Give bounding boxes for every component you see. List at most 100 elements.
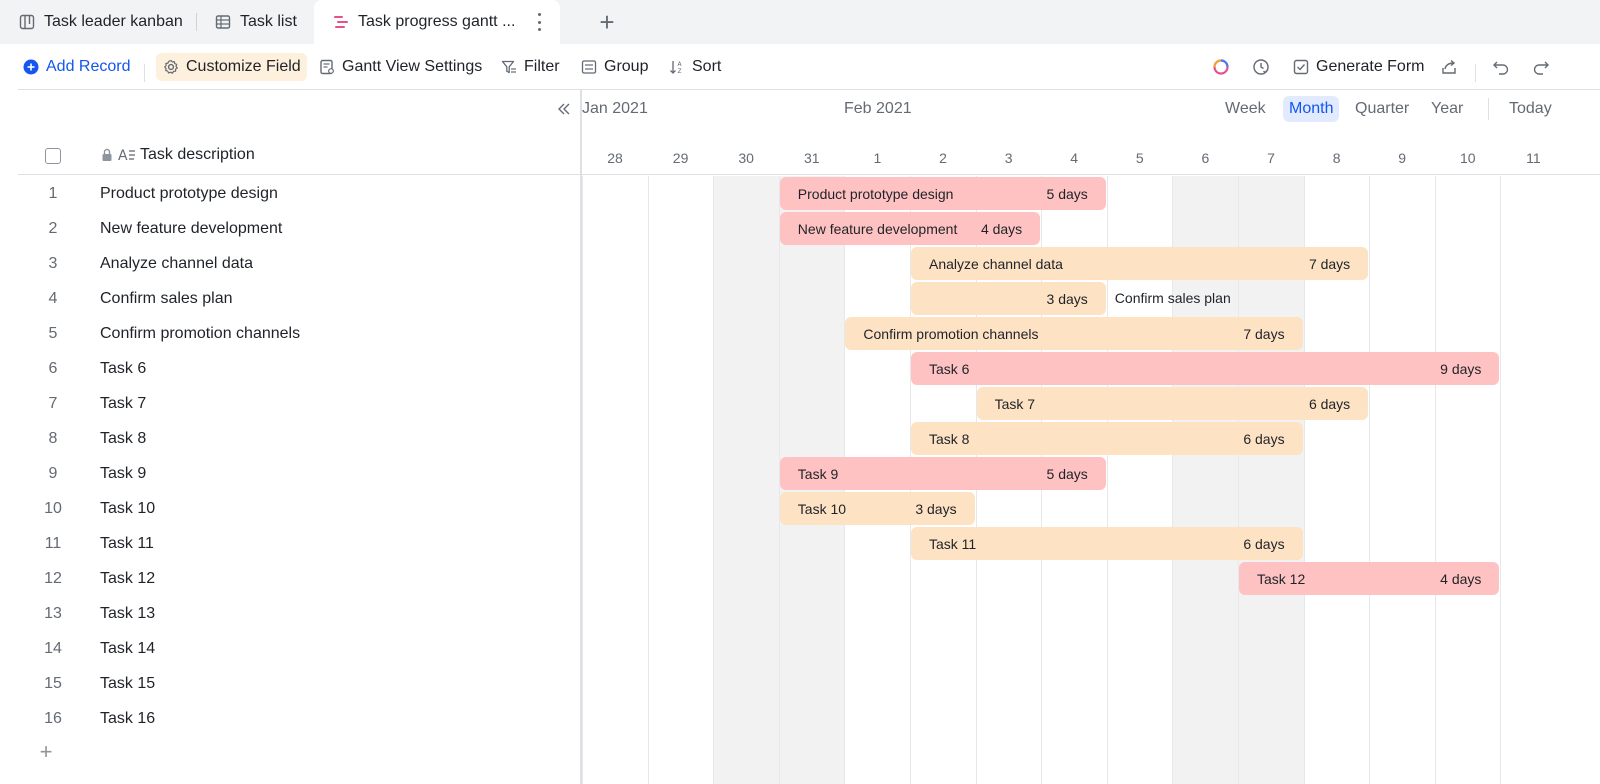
gantt-bar[interactable]: Product prototype design 5 days (779, 177, 1106, 210)
redo-icon[interactable] (1530, 56, 1552, 78)
bar-label: Task 8 (929, 430, 970, 447)
field-header-task-description[interactable]: A Task description (100, 146, 255, 164)
table-row[interactable]: 12 Task 12 (18, 561, 580, 596)
day-label: 9 (1398, 150, 1407, 166)
row-number: 4 (48, 289, 58, 307)
more-options-icon[interactable] (536, 13, 542, 31)
table-row[interactable]: 1 Product prototype design (18, 176, 580, 211)
collapse-double-chevron-icon[interactable] (555, 100, 573, 118)
task-description-cell[interactable]: Task 16 (100, 709, 156, 727)
day-label: 3 (1004, 150, 1013, 166)
table-row[interactable]: 3 Analyze channel data (18, 246, 580, 281)
task-description-cell[interactable]: Product prototype design (100, 184, 278, 202)
today-button[interactable]: Today (1509, 100, 1552, 117)
day-column (1369, 176, 1435, 784)
task-description-cell[interactable]: Task 14 (100, 639, 156, 657)
ai-assistant-icon[interactable] (1210, 56, 1232, 78)
gear-icon (162, 58, 180, 76)
table-row[interactable]: 14 Task 14 (18, 631, 580, 666)
row-number: 14 (44, 639, 62, 657)
tab-task-leader-kanban[interactable]: Task leader kanban (18, 0, 183, 44)
scale-week-button[interactable]: Week (1225, 100, 1266, 117)
share-icon[interactable] (1438, 56, 1460, 78)
task-description-cell[interactable]: Task 11 (100, 534, 154, 552)
tab-task-progress-gantt[interactable]: Task progress gantt ... (314, 0, 560, 44)
task-description-cell[interactable]: Analyze channel data (100, 254, 253, 272)
gantt-bar[interactable]: Task 6 9 days (911, 352, 1500, 385)
gantt-bar[interactable]: 3 days (911, 282, 1106, 315)
scale-month-button[interactable]: Month (1283, 96, 1340, 122)
day-column (1106, 176, 1173, 784)
table-row[interactable]: 15 Task 15 (18, 666, 580, 701)
select-all-checkbox[interactable] (45, 148, 61, 164)
task-description-cell[interactable]: Task 13 (100, 604, 156, 622)
task-description-cell[interactable]: Task 10 (100, 499, 156, 517)
month-label-feb: Feb 2021 (844, 100, 912, 117)
group-button[interactable]: Group (580, 53, 648, 81)
table-icon (214, 13, 232, 31)
task-description-cell[interactable]: Task 6 (100, 359, 147, 377)
table-row[interactable]: 6 Task 6 (18, 351, 580, 386)
generate-form-button[interactable]: Generate Form (1292, 53, 1424, 81)
task-description-cell[interactable]: Confirm promotion channels (100, 324, 301, 342)
table-row[interactable]: 5 Confirm promotion channels (18, 316, 580, 351)
generate-form-label: Generate Form (1316, 58, 1425, 75)
table-row[interactable]: 4 Confirm sales plan (18, 281, 580, 316)
bar-duration: 3 days (1046, 290, 1088, 307)
tab-divider (196, 13, 197, 31)
add-view-button[interactable]: + (599, 7, 615, 37)
task-description-cell[interactable]: New feature development (100, 219, 283, 237)
gantt-timeline: Jan 2021 Feb 2021 Week Month Quarter Yea… (582, 90, 1600, 784)
customize-field-label: Customize Field (186, 58, 301, 75)
bar-duration: 4 days (1440, 570, 1482, 587)
gantt-view-settings-button[interactable]: Gantt View Settings (318, 53, 482, 81)
day-column (1500, 176, 1566, 784)
gantt-bar[interactable]: Task 7 6 days (976, 387, 1369, 420)
undo-icon[interactable] (1490, 56, 1512, 78)
table-row[interactable]: 13 Task 13 (18, 596, 580, 631)
scale-year-button[interactable]: Year (1431, 100, 1464, 117)
filter-button[interactable]: Filter (500, 53, 560, 81)
task-description-cell[interactable]: Task 12 (100, 569, 156, 587)
customize-field-button[interactable]: Customize Field (156, 53, 307, 81)
gantt-bar[interactable]: Task 12 4 days (1239, 562, 1500, 595)
automation-clock-icon[interactable] (1250, 56, 1272, 78)
table-row[interactable]: 2 New feature development (18, 211, 580, 246)
task-description-cell[interactable]: Task 9 (100, 464, 147, 482)
gantt-bar[interactable]: Analyze channel data 7 days (911, 247, 1369, 280)
gantt-bar[interactable]: Task 8 6 days (911, 422, 1303, 455)
scale-quarter-button[interactable]: Quarter (1355, 100, 1410, 117)
task-description-cell[interactable]: Task 15 (100, 674, 156, 692)
task-description-cell[interactable]: Task 7 (100, 394, 147, 412)
tab-task-list[interactable]: Task list (214, 0, 297, 44)
day-label: 30 (738, 150, 754, 166)
gantt-bar[interactable]: New feature development 4 days (779, 212, 1041, 245)
table-row[interactable]: 11 Task 11 (18, 526, 580, 561)
table-row[interactable]: 8 Task 8 (18, 421, 580, 456)
form-check-icon (1292, 58, 1310, 76)
lock-icon (100, 148, 114, 162)
add-record-button[interactable]: Add Record (22, 53, 131, 81)
task-description-cell[interactable]: Confirm sales plan (100, 289, 233, 307)
bar-label: Task 9 (797, 465, 839, 482)
table-row[interactable]: 16 Task 16 (18, 701, 580, 736)
bar-duration: 9 days (1440, 360, 1482, 377)
table-row[interactable]: 10 Task 10 (18, 491, 580, 526)
day-label: 10 (1460, 150, 1476, 166)
table-row[interactable]: 9 Task 9 (18, 456, 580, 491)
task-description-cell[interactable]: Task 8 (100, 429, 147, 447)
gantt-bar[interactable]: Task 10 3 days (779, 492, 975, 525)
bar-duration: 4 days (980, 220, 1023, 237)
toolbar-divider (1475, 64, 1476, 82)
scale-divider (1488, 98, 1489, 120)
day-header: 28 29 30 31 1 2 3 4 5 6 7 8 9 10 11 (582, 138, 1600, 175)
gantt-bar[interactable]: Task 9 5 days (779, 457, 1106, 490)
kanban-icon (18, 13, 36, 31)
add-row-plus-icon[interactable]: + (39, 739, 53, 764)
gantt-bar[interactable]: Confirm promotion channels 7 days (845, 317, 1303, 350)
table-row[interactable]: 7 Task 7 (18, 386, 580, 421)
row-number: 16 (44, 709, 62, 727)
gantt-bar[interactable]: Task 11 6 days (911, 527, 1303, 560)
